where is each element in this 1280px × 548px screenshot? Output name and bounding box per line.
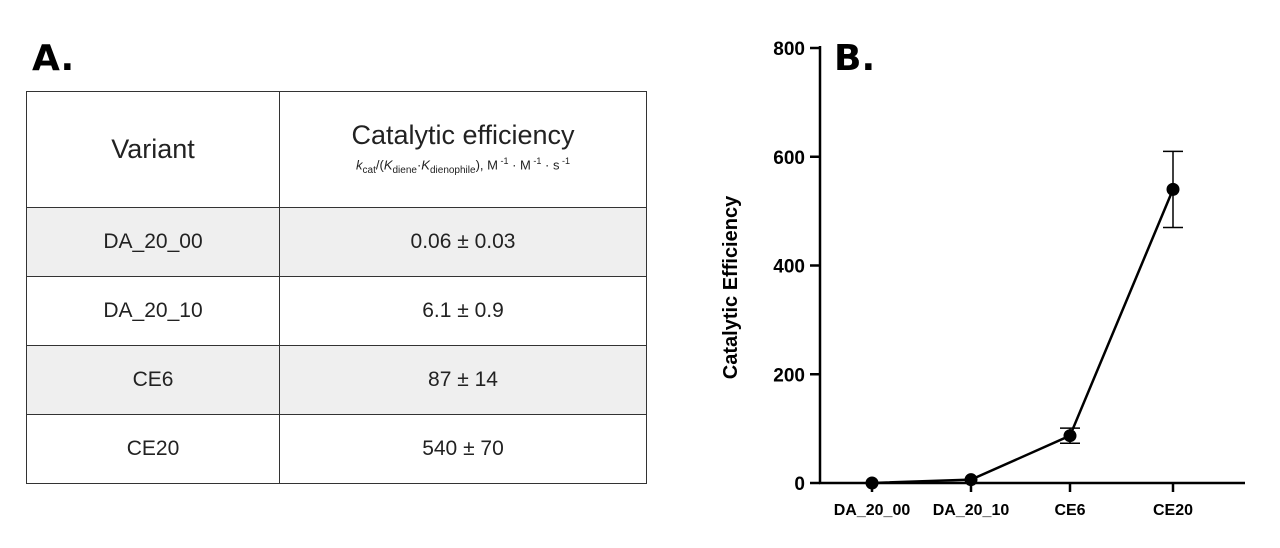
chart-axes: 0 200 400 600 800 Catalytic Efficiency DA_20_0… [720,39,1245,519]
panel-b-label: B. [834,38,876,79]
data-point [1063,429,1077,443]
units-K1: K [383,156,393,172]
x-tick-label: DA_20_00 [834,502,911,519]
data-point [1166,182,1180,196]
efficiency-header-title: Catalytic efficiency [351,119,575,150]
variant-cell: CE6 [26,345,280,415]
y-tick-label: 400 [773,257,805,278]
variant-column-header: Variant [26,91,280,208]
y-tick-label: 200 [773,365,805,386]
units-s-sup: -1 [559,155,570,166]
data-point [865,476,879,490]
units-dot: · [416,156,422,172]
variant-cell: DA_20_00 [26,207,280,277]
efficiency-line-chart: 0 200 400 600 800 Catalytic Efficiency DA_20_0… [720,39,1245,519]
table-row: DA_20_00 0.06 ± 0.03 [26,207,647,277]
data-point [964,473,978,487]
y-axis-title: Catalytic Efficiency [720,195,742,379]
units-diene-sub: diene [392,164,417,176]
panel-a-label: A. [32,38,75,79]
efficiency-table-container: Variant Catalytic efficiency kcat/(Kdien… [26,91,647,484]
x-tick-label: CE6 [1054,502,1085,519]
table-header-row: Variant Catalytic efficiency kcat/(Kdien… [26,91,647,208]
units-m1-sup: -1 [497,155,509,166]
x-tick-label: CE20 [1153,502,1193,519]
efficiency-column-header: Catalytic efficiency kcat/(Kdiene·Kdieno… [279,91,647,208]
table-row: DA_20_10 6.1 ± 0.9 [26,276,647,346]
series-line [871,188,1175,485]
efficiency-table: Variant Catalytic efficiency kcat/(Kdien… [26,91,647,484]
units-close: ), M [475,156,498,172]
units-k: k [356,156,363,172]
y-tick-label: 600 [773,148,805,169]
units-m2-sup: -1 [530,155,542,166]
units-dienophile-sub: dienophile [429,164,476,176]
y-tick-label: 800 [773,39,805,60]
efficiency-cell: 87 ± 14 [279,345,647,415]
units-K2: K [421,156,430,172]
efficiency-header-units: kcat/(Kdiene·Kdienophile), M -1 · M -1 ·… [281,152,645,180]
variant-cell: CE20 [26,414,280,484]
units-open: /( [375,156,384,172]
units-mid1: · M [508,156,531,172]
efficiency-cell: 0.06 ± 0.03 [279,207,647,277]
units-mid2: · s [541,156,560,172]
y-tick-label: 0 [794,474,805,495]
variant-cell: DA_20_10 [26,276,280,346]
x-tick-label: DA_20_10 [933,502,1010,519]
table-row: CE20 540 ± 70 [26,414,647,484]
chart-marks [865,150,1183,490]
table-row: CE6 87 ± 14 [26,345,647,415]
efficiency-cell: 6.1 ± 0.9 [279,276,647,346]
units-cat-sub: cat [362,164,376,176]
efficiency-cell: 540 ± 70 [279,414,647,484]
